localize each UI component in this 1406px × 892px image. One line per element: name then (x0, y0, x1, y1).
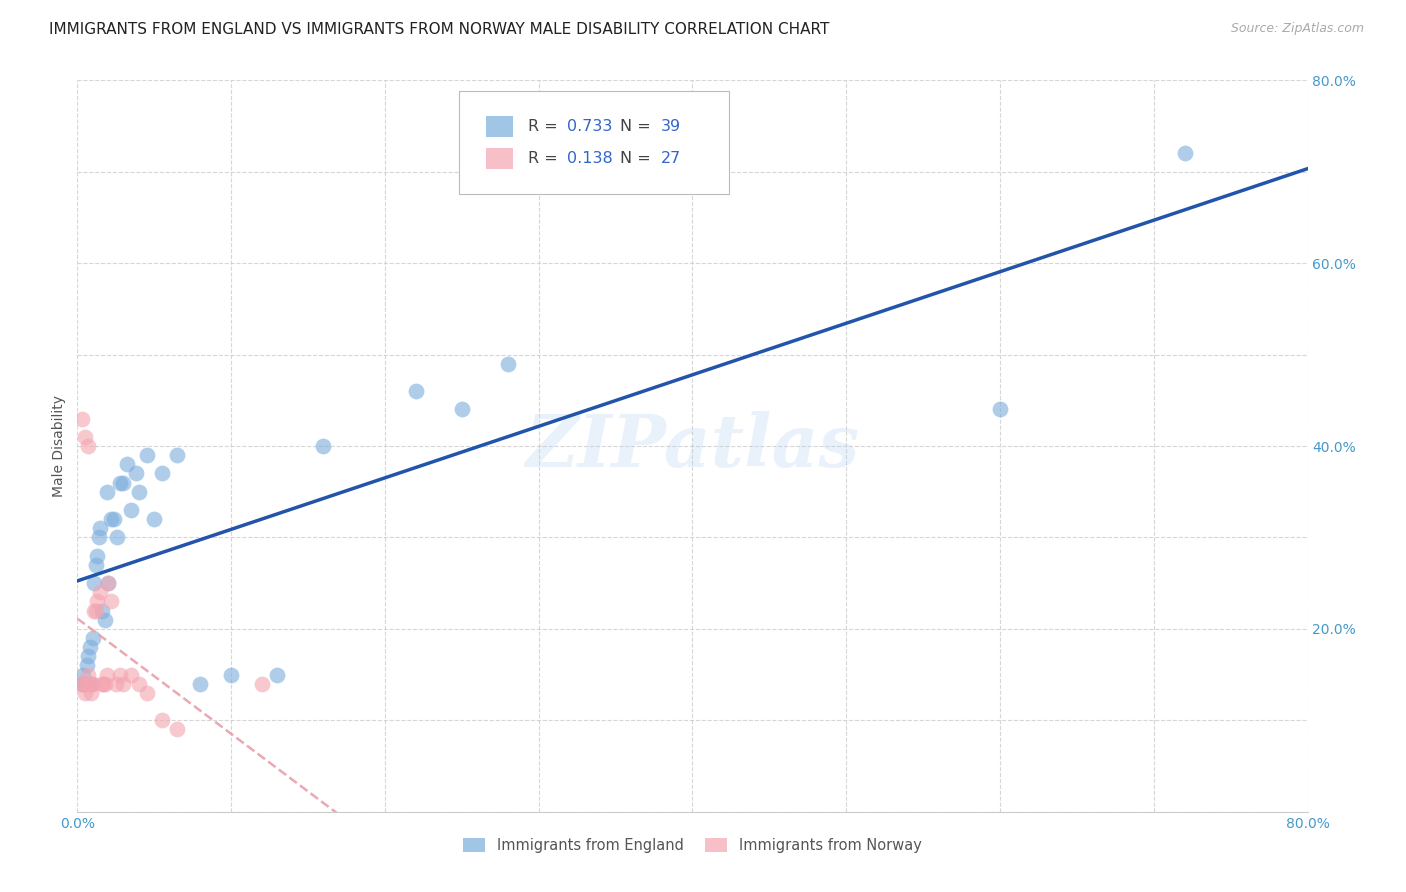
Point (70, 676, 93, 690)
Point (76, 676, 98, 690)
Point (83, 576, 105, 591)
Text: R =: R = (527, 119, 562, 134)
Text: 39: 39 (661, 119, 681, 134)
Point (70, 411, 93, 425)
Point (250, 676, 273, 690)
Point (120, 503, 142, 517)
Legend: Immigrants from England, Immigrants from Norway: Immigrants from England, Immigrants from… (457, 832, 928, 859)
Point (120, 667, 142, 681)
Point (73, 430, 96, 444)
Text: ZIPatlas: ZIPatlas (526, 410, 859, 482)
Point (450, 402, 472, 417)
Point (166, 448, 188, 462)
Point (82, 676, 104, 690)
Y-axis label: Male Disability: Male Disability (52, 395, 66, 497)
Text: R =: R = (527, 151, 562, 166)
Point (93, 676, 115, 690)
Point (73, 686, 96, 700)
Point (77, 649, 100, 664)
Point (76, 658, 98, 673)
Point (80, 676, 103, 690)
Text: 0.733: 0.733 (567, 119, 613, 134)
Point (105, 530, 128, 544)
Point (110, 475, 132, 490)
Point (135, 448, 157, 462)
Text: 0.138: 0.138 (567, 151, 613, 166)
Point (143, 512, 166, 526)
Point (82, 631, 104, 645)
Point (405, 384, 427, 398)
Point (100, 512, 122, 526)
Point (150, 467, 173, 481)
Point (80, 686, 103, 700)
Point (110, 667, 132, 681)
Point (150, 714, 173, 728)
Point (128, 676, 150, 690)
Text: N =: N = (620, 151, 655, 166)
Point (86, 594, 108, 608)
Point (103, 512, 125, 526)
Point (79, 676, 101, 690)
Point (312, 439, 335, 453)
Point (70, 676, 93, 690)
Point (128, 484, 150, 499)
Point (77, 667, 100, 681)
Point (77, 439, 100, 453)
Point (79, 640, 101, 655)
Text: 27: 27 (661, 151, 681, 166)
Point (104, 676, 127, 690)
Point (112, 676, 135, 690)
Point (94, 676, 117, 690)
FancyBboxPatch shape (486, 148, 513, 169)
Point (73, 676, 96, 690)
Point (89, 521, 111, 535)
Point (84, 558, 107, 572)
Point (266, 667, 288, 681)
Point (125, 467, 148, 481)
FancyBboxPatch shape (486, 116, 513, 136)
Point (90, 676, 114, 690)
Point (94, 613, 117, 627)
Point (97, 576, 120, 591)
Point (112, 475, 135, 490)
Text: IMMIGRANTS FROM ENGLAND VS IMMIGRANTS FROM NORWAY MALE DISABILITY CORRELATION CH: IMMIGRANTS FROM ENGLAND VS IMMIGRANTS FR… (49, 22, 830, 37)
Point (86, 549, 108, 563)
Text: N =: N = (620, 119, 655, 134)
Point (219, 667, 242, 681)
Point (72, 667, 94, 681)
Point (87, 530, 110, 544)
Point (96, 484, 118, 499)
Point (84, 603, 107, 617)
Point (100, 594, 122, 608)
Point (166, 723, 188, 737)
Point (135, 686, 157, 700)
Point (90, 603, 114, 617)
Point (97, 576, 120, 591)
Point (72, 676, 94, 690)
Text: Source: ZipAtlas.com: Source: ZipAtlas.com (1230, 22, 1364, 36)
Point (89, 585, 111, 599)
Point (115, 457, 138, 471)
Point (96, 667, 118, 681)
Point (496, 357, 519, 371)
FancyBboxPatch shape (458, 91, 730, 194)
Point (83, 603, 105, 617)
Point (188, 676, 212, 690)
Point (1174, 146, 1197, 161)
Point (988, 402, 1011, 417)
